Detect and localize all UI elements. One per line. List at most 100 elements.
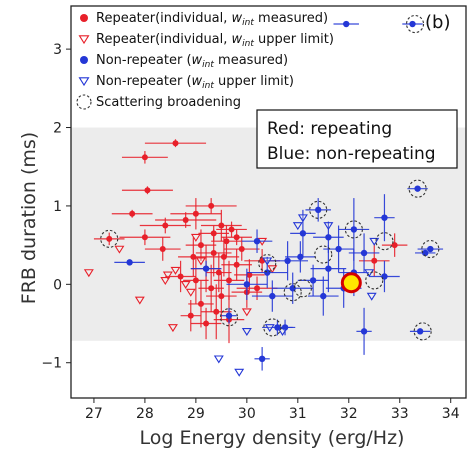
nonrepeater-limit-marker [213,355,224,364]
x-tick-label: 27 [85,406,103,422]
repeater-point [218,293,225,300]
nonrepeater-limit-marker [234,368,245,377]
scattering-circle [365,271,384,290]
legend-label: Repeater(individual, wint measured) [96,11,328,28]
nonrepeater-point [309,277,317,284]
scattering-circle [293,279,312,298]
nonrepeater-limit-marker [297,214,308,223]
legend: Repeater(individual, wint measured) Repea… [76,11,334,110]
repeater-point [144,187,151,194]
nonrepeater-point [299,230,307,237]
nonrepeater-point [126,259,133,266]
nonrepeater-point [314,206,322,214]
y-tick-label: 1 [53,199,62,215]
scattering-circle [344,220,363,239]
scattering-circle [421,239,440,259]
nonrepeater-point [325,265,332,272]
repeater-point [197,300,204,307]
repeater-point [215,269,222,276]
repeater-point [192,277,199,284]
y-tick-label: −1 [41,356,62,372]
nonrepeater-point [225,312,233,319]
repeater-point [187,312,194,319]
nonrepeater-limit-marker [277,328,288,336]
repeater-point [226,277,232,284]
y-axis-title: FRB duration (ms) [18,132,40,304]
nonrepeater-point [284,257,291,264]
repeater-point [141,234,148,241]
repeater-limit-marker [241,308,252,317]
repeater-point [210,249,217,256]
nonrepeater-point [202,265,210,272]
y-tick-label: 2 [53,121,62,137]
nonrepeater-point [360,328,368,335]
repeater-point [159,246,166,253]
x-tick-label: 30 [238,406,256,422]
repeater-point [162,222,169,229]
x-axis-title: Log Energy density (erg/Hz) [140,427,405,449]
scattering-circle [405,14,425,34]
annotation-line-2: Blue: non-repeating [267,144,436,164]
nonrepeater-point [335,245,342,253]
repeater-point [197,242,204,249]
legend-label: Non-repeater (wint upper limit) [96,74,294,91]
repeater-point [254,285,261,292]
nonrepeater-point [343,20,350,28]
repeater-point [208,285,215,292]
x-tick-label: 34 [442,406,460,422]
repeater-point [213,308,220,315]
repeater-point [218,222,225,229]
repeater-limit-marker [162,271,173,280]
nonrepeater-point [258,355,266,362]
scattering-circle [413,322,432,341]
nonrepeater-limit-marker [262,257,273,266]
annotation-box: Red: repeating Blue: non-repeating [256,109,458,169]
repeater-point [203,320,210,327]
repeater-point [210,230,217,237]
repeater-point [233,234,240,241]
nonrepeater-point [325,234,332,241]
repeater-point [238,246,245,253]
repeater-limit-marker [114,245,125,254]
repeater-point [192,210,199,217]
legend-triangle-icon [78,35,90,45]
legend-label: Scattering broadening [96,95,241,110]
x-tick-label: 31 [289,406,307,422]
repeater-limit-marker [83,269,94,278]
nonrepeater-point [360,249,368,257]
x-tick-label: 28 [136,406,154,422]
repeater-point [141,154,148,161]
repeater-limit-marker [167,324,178,333]
nonrepeater-point [264,269,271,276]
scattering-circle [100,229,119,248]
repeater-point [172,140,179,147]
repeater-point [208,202,215,209]
nonrepeater-point [409,20,416,28]
scattering-circle [309,200,328,219]
nonrepeater-point [253,238,261,245]
nonrepeater-point [416,328,424,335]
repeater-point [246,271,253,278]
nonrepeater-point [350,226,358,233]
repeater-limit-marker [134,296,145,305]
legend-triangle-icon [78,77,90,87]
legend-dot-icon [80,14,88,22]
repeater-point [177,273,184,280]
nonrepeater-point [297,253,304,261]
repeater-point [220,253,227,260]
nonrepeater-point [414,185,421,192]
scattering-circle [375,232,394,251]
x-tick-label: 29 [187,406,205,422]
repeater-limit-marker [185,288,196,297]
repeater-point [223,238,230,245]
nonrepeater-limit-marker [264,324,275,333]
legend-dot-icon [80,56,88,64]
repeater-limit-marker [180,280,191,289]
data-points [83,14,444,377]
nonrepeater-point [243,281,251,288]
repeater-limit-marker [195,257,206,266]
repeater-limit-marker [170,266,181,275]
plot-frame [70,5,467,399]
repeater-limit-marker [190,233,201,242]
